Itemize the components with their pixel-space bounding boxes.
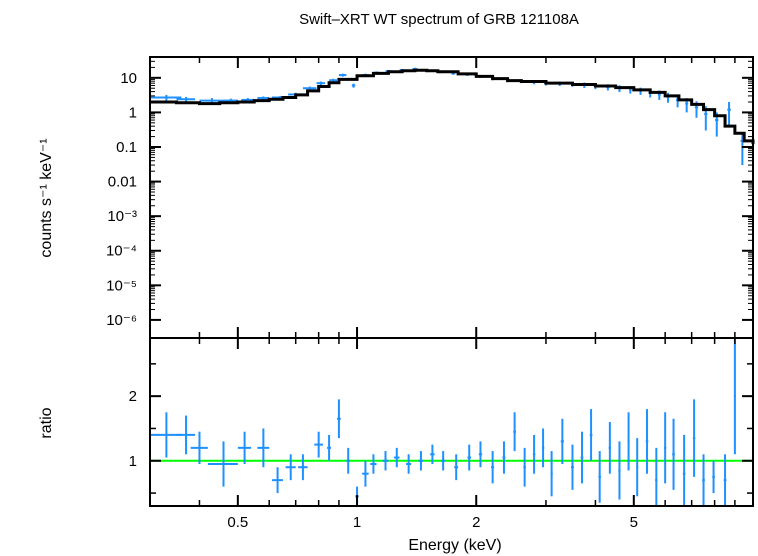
y-tick-label: 1 [129, 104, 137, 121]
error-bar-point [418, 451, 424, 471]
error-bar-point [257, 428, 270, 468]
x-tick-label: 0.5 [227, 514, 248, 531]
error-bar-point [532, 434, 536, 474]
error-bar-point [580, 431, 584, 484]
model-step-line [150, 68, 755, 145]
error-bar-point [176, 96, 196, 102]
y-tick-label: 10 [120, 70, 137, 87]
error-bar-point [513, 412, 516, 452]
ratio-panel: 12 ratio [38, 337, 754, 507]
ratio-axis-ticks: 12 [129, 338, 753, 506]
error-bar-point [598, 451, 601, 503]
error-bar-point [327, 434, 332, 461]
error-bar-point [454, 454, 459, 481]
error-bar-point [478, 441, 483, 468]
error-bar-point [560, 418, 564, 464]
error-bar-point [692, 399, 696, 477]
error-bar-point [550, 451, 553, 497]
error-bar-point [723, 454, 727, 506]
error-bar-point [362, 460, 369, 487]
error-bar-point [150, 412, 182, 458]
error-bar-point [541, 428, 545, 468]
y-tick-label: 10⁻³ [107, 208, 137, 225]
error-bar-point [336, 399, 341, 439]
error-bar-point [346, 447, 351, 474]
error-bar-point [491, 451, 495, 484]
x-tick-label: 5 [630, 514, 638, 531]
error-bar-point [285, 454, 296, 481]
error-bar-point [618, 441, 621, 500]
error-bar-point [382, 451, 389, 471]
error-bar-point [666, 92, 670, 103]
spectrum-plot-frame [149, 56, 754, 339]
error-bar-point [655, 447, 658, 506]
spectrum-model-curve [150, 68, 755, 145]
error-bar-point [502, 441, 506, 474]
y-tick-label: 1 [129, 453, 137, 470]
x-axis-tick-labels: 0.5 1 2 5 [227, 514, 638, 531]
error-bar-point [441, 451, 446, 471]
error-bar-point [190, 431, 208, 464]
error-bar-point [150, 94, 182, 101]
error-bar-point [589, 409, 593, 461]
error-bar-point [682, 434, 686, 506]
error-bar-point [467, 444, 471, 471]
error-bar-point [636, 438, 639, 497]
error-bar-point [237, 431, 252, 464]
y-tick-label: 10⁻⁶ [106, 312, 137, 329]
error-bar-point [570, 444, 574, 490]
error-bar-point [272, 467, 283, 494]
error-bar-point [672, 418, 675, 490]
error-bar-point [314, 431, 323, 458]
x-tick-label: 2 [472, 514, 480, 531]
ratio-data-points [150, 338, 736, 506]
spectrum-data-points [150, 67, 745, 166]
y-tick-label: 0.1 [116, 139, 137, 156]
spectrum-y-axis-label: counts s⁻¹ keV⁻¹ [38, 138, 55, 257]
error-bar-point [394, 447, 400, 468]
ratio-y-axis-label: ratio [38, 407, 55, 438]
error-bar-point [351, 83, 356, 88]
error-bar-point [702, 454, 705, 506]
spectrum-axis-ticks: 10 1 0.1 0.01 10⁻³ 10⁻⁴ 10⁻⁵ 10⁻⁶ [106, 56, 753, 338]
x-axis-label: Energy (keV) [408, 537, 501, 554]
error-bar-point [430, 444, 435, 464]
x-tick-label: 1 [353, 514, 361, 531]
error-bar-point [207, 441, 238, 487]
error-bar-point [664, 412, 667, 484]
error-bar-point [712, 460, 715, 494]
error-bar-point [406, 454, 412, 474]
spectrum-panel: 10 1 0.1 0.01 10⁻³ 10⁻⁴ 10⁻⁵ 10⁻⁶ counts s⁻¹ ke… [38, 56, 755, 339]
error-bar-point [370, 454, 377, 474]
error-bar-point [316, 81, 325, 86]
error-bar-point [645, 409, 649, 474]
error-bar-point [727, 101, 731, 127]
error-bar-point [523, 447, 526, 487]
ratio-plot-frame [149, 337, 754, 507]
error-bar-point [733, 338, 736, 455]
error-bar-point [627, 412, 630, 471]
y-tick-label: 0.01 [108, 174, 137, 191]
error-bar-point [298, 454, 308, 481]
y-tick-label: 10⁻⁵ [106, 277, 137, 294]
chart-title: Swift–XRT WT spectrum of GRB 121108A [299, 11, 579, 28]
error-bar-point [608, 422, 612, 474]
y-tick-label: 2 [129, 388, 137, 405]
error-bar-point [176, 415, 196, 455]
error-bar-point [338, 73, 347, 77]
y-tick-label: 10⁻⁴ [106, 243, 137, 260]
